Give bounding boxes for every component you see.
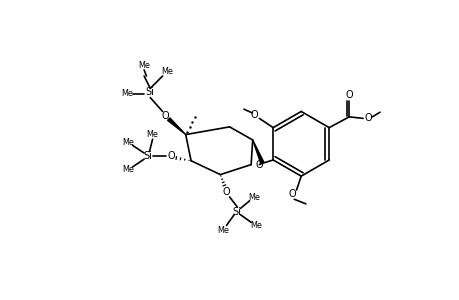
Text: O: O xyxy=(167,151,174,161)
Text: O: O xyxy=(250,110,258,120)
Text: Me: Me xyxy=(217,226,229,235)
Text: Me: Me xyxy=(122,166,134,175)
Text: O: O xyxy=(345,90,352,100)
Polygon shape xyxy=(167,118,185,135)
Text: Si: Si xyxy=(143,151,152,161)
Text: Me: Me xyxy=(249,221,261,230)
Text: Me: Me xyxy=(248,193,260,202)
Text: Si: Si xyxy=(146,87,154,97)
Text: O: O xyxy=(287,189,295,199)
Text: Me: Me xyxy=(161,67,173,76)
Text: O: O xyxy=(255,160,263,170)
Text: O: O xyxy=(222,187,230,196)
Text: O: O xyxy=(162,111,169,121)
Polygon shape xyxy=(252,140,263,164)
Text: Me: Me xyxy=(121,89,133,98)
Text: Me: Me xyxy=(138,61,150,70)
Text: Me: Me xyxy=(122,138,134,147)
Text: Me: Me xyxy=(146,130,158,139)
Text: O: O xyxy=(364,113,371,123)
Text: Si: Si xyxy=(232,207,241,217)
